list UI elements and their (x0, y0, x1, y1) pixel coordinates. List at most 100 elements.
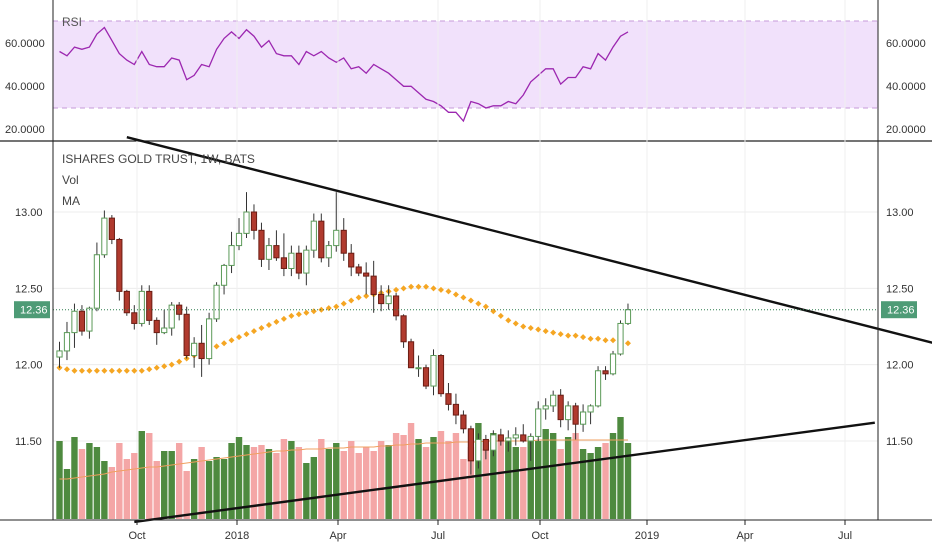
candle-body (101, 217, 108, 256)
volume-bar (243, 445, 250, 519)
ma-marker (288, 312, 295, 319)
ma-marker (221, 340, 228, 347)
price-tick-left: 12.50 (15, 283, 43, 295)
candle-body (78, 310, 86, 332)
ma-marker (340, 300, 347, 307)
volume-bar (512, 447, 519, 519)
candle-body (535, 408, 542, 437)
rsi-pane: RSI 60.0000 40.0000 20.0000 60.0000 40.0… (5, 15, 926, 136)
candle-body (609, 353, 617, 375)
volume-bar (93, 447, 101, 519)
candle-body (550, 394, 557, 407)
ma-marker (273, 318, 280, 325)
candle-body (86, 307, 93, 332)
volume-bar (325, 449, 332, 519)
candle-body (280, 257, 287, 269)
last-price-label-right: 12.36 (887, 305, 915, 317)
volume-bar (265, 449, 273, 519)
volume-bar (415, 439, 422, 519)
price-y-ticks-right: 13.00 12.50 12.00 11.50 (886, 207, 914, 448)
volume-bar (392, 433, 400, 519)
volume-bar (235, 437, 243, 519)
candle-body (63, 332, 71, 352)
ma-marker (116, 367, 123, 374)
rsi-tick-left: 20.0000 (5, 124, 45, 136)
volume-bar (520, 447, 527, 519)
candle-body (587, 405, 594, 413)
price-tick-right: 12.00 (886, 360, 914, 372)
ma-marker (475, 300, 482, 307)
candle-body (131, 312, 138, 324)
candle-body (183, 313, 190, 357)
volume-bar (505, 441, 512, 519)
volume-bar (527, 437, 534, 519)
rsi-y-ticks-left: 60.0000 40.0000 20.0000 (5, 38, 45, 136)
x-tick-label: Apr (736, 530, 753, 542)
candle-body (445, 393, 452, 405)
volume-bar (617, 417, 624, 519)
trendline (134, 421, 875, 524)
ma-marker (258, 325, 265, 332)
volume-bar (250, 447, 258, 519)
volume-bar (213, 457, 220, 519)
ma-marker (108, 367, 115, 374)
ma-marker (430, 285, 437, 292)
ma-marker (280, 315, 287, 322)
rsi-tick-left: 60.0000 (5, 38, 45, 50)
rsi-tick-right: 60.0000 (886, 38, 926, 50)
candle-body (378, 293, 385, 305)
candle-body (250, 211, 258, 231)
rsi-line (59, 26, 629, 123)
candle-body (467, 428, 474, 462)
price-tick-left: 12.00 (15, 360, 43, 372)
ma-marker (63, 366, 70, 373)
candle-body (303, 249, 310, 274)
volume-bar (183, 471, 190, 519)
candle-body (108, 217, 115, 240)
legend-vol: Vol (62, 173, 79, 187)
ma-marker (595, 335, 602, 342)
candle-body (565, 405, 572, 421)
x-tick-label: Oct (531, 530, 548, 542)
rsi-y-ticks-right: 60.0000 40.0000 20.0000 (886, 38, 926, 136)
candle-body (490, 434, 497, 451)
ma-marker (176, 358, 183, 365)
x-tick-label: Apr (329, 530, 346, 542)
volume-bar (273, 453, 280, 519)
volume-bar (228, 443, 235, 519)
ma-marker (400, 285, 407, 292)
ma-marker (161, 363, 168, 370)
candle-body (512, 434, 519, 439)
volume-bar (108, 467, 116, 519)
ma-marker (393, 286, 400, 293)
ma-marker (325, 305, 332, 312)
candle-body (520, 434, 527, 442)
volume-bar (168, 451, 175, 519)
volume-bar (624, 443, 632, 519)
volume-bar (86, 443, 93, 519)
volume-bar (348, 441, 355, 519)
volume-bar (587, 453, 594, 519)
volume-bar (78, 449, 86, 519)
ma-marker (565, 332, 572, 339)
candle-body (161, 327, 168, 334)
ma-marker (355, 294, 362, 301)
ma-marker (572, 332, 579, 339)
candle-body (460, 414, 467, 430)
ma-marker (168, 361, 175, 368)
candle-body (430, 355, 437, 387)
trendlines[interactable] (126, 136, 932, 524)
volume-bar (407, 423, 415, 519)
price-tick-right: 11.50 (886, 436, 913, 448)
volume-bar (258, 445, 265, 519)
candle-body (542, 405, 549, 410)
x-axis-ticks: Oct 2018 Apr Jul Oct 2019 Apr Jul (128, 520, 852, 542)
volume-bars (56, 417, 632, 519)
volume-bar (579, 449, 587, 519)
candle-body (400, 315, 407, 343)
x-tick-label: 2018 (225, 530, 249, 542)
volume-bar (220, 459, 228, 519)
ma-marker (228, 337, 235, 344)
ma-marker (348, 297, 355, 304)
